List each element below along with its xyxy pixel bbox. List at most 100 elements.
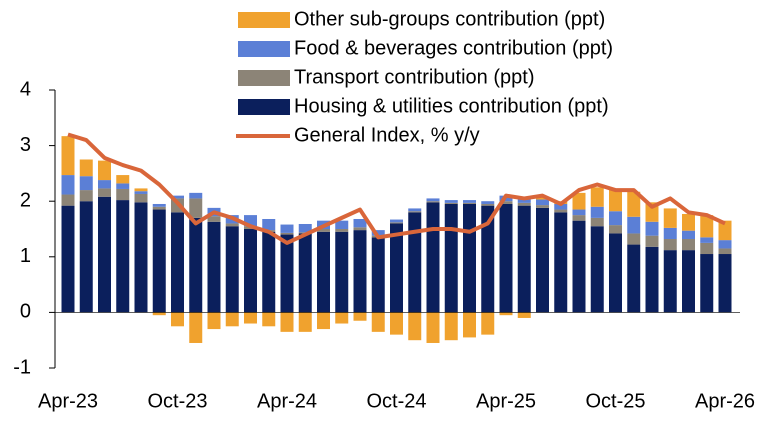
bar-segment (390, 312, 403, 335)
y-tick-label: 4 (20, 78, 31, 100)
bar-segment (718, 254, 732, 313)
bar-segment (134, 202, 148, 313)
bar-segment (517, 205, 531, 313)
bar-segment (244, 229, 257, 313)
bar-segment (280, 232, 294, 235)
bar-segment (645, 221, 659, 236)
bar-segment (390, 219, 403, 223)
bar-segment (390, 222, 403, 224)
y-tick-label: -1 (13, 356, 31, 378)
bar-segment (499, 201, 513, 204)
bar-segment (426, 312, 440, 343)
legend-swatch (238, 41, 290, 57)
bar-segment (700, 215, 714, 238)
bar-segment (700, 254, 714, 313)
line (67, 132, 726, 245)
x-tick-label: Oct-24 (366, 390, 426, 412)
bar-segment (152, 312, 166, 316)
bar-segment (517, 312, 531, 318)
legend-label: Food & beverages contribution (ppt) (294, 37, 613, 59)
bar-segment (171, 312, 184, 327)
bar-segment (536, 199, 549, 206)
y-tick-label: 3 (20, 134, 31, 156)
bar-segment (152, 206, 166, 210)
bar-segment (499, 312, 513, 316)
bar-segment (134, 188, 148, 192)
bar-segment (590, 206, 604, 218)
bar-segment (444, 200, 458, 203)
bar-segment (590, 226, 604, 313)
bar-segment (262, 218, 276, 231)
bar-segment (134, 191, 148, 194)
bar-segment (609, 188, 622, 212)
bar-segment (171, 212, 184, 313)
bar-segment (335, 229, 349, 232)
bar-segment (627, 191, 641, 217)
bar-segment (207, 312, 221, 330)
bar-segment (463, 200, 476, 203)
bar-segment (682, 239, 695, 251)
bar-segment (572, 209, 586, 216)
bar-segment (444, 203, 458, 313)
bar-segment (79, 176, 93, 191)
bar-segment (280, 312, 294, 332)
legend-swatch (238, 70, 290, 86)
bar-segment (98, 188, 111, 197)
bar-segment (426, 202, 440, 313)
legend-swatch (238, 12, 290, 28)
bar-segment (189, 312, 203, 343)
bar-segment (244, 215, 257, 227)
bar-segment (481, 201, 495, 204)
bar-segment (225, 223, 239, 227)
bar-segment (134, 193, 148, 203)
x-tick-label: Apr-23 (38, 390, 98, 412)
bar-segment (98, 180, 111, 189)
bar-segment (609, 225, 622, 234)
bar-segment (335, 312, 349, 324)
bar-segment (718, 220, 732, 241)
bar-segment (481, 205, 495, 313)
bar-segment (700, 237, 714, 243)
bar-segment (536, 196, 549, 200)
bar-segment (298, 233, 312, 313)
bar-segment (61, 175, 75, 195)
bar-segment (463, 312, 476, 338)
bar-segment (682, 230, 695, 240)
bar-segment (663, 208, 677, 228)
x-tick-label: Apr-26 (695, 390, 755, 412)
bar-segment (536, 205, 549, 208)
bar-segment (609, 211, 622, 226)
legend-label: Housing & utilities contribution (ppt) (294, 95, 609, 117)
bar-segment (116, 188, 130, 201)
bar-segment (371, 312, 385, 332)
bar-segment (444, 202, 458, 204)
bar-segment (225, 226, 239, 313)
bar-segment (116, 183, 130, 189)
bar-segment (317, 229, 330, 232)
y-tick-label: 2 (20, 189, 31, 211)
bar-segment (663, 250, 677, 313)
bar-segment (353, 312, 367, 321)
bar-segment (645, 246, 659, 313)
bar-segment (61, 205, 75, 313)
bar-segment (225, 312, 239, 327)
y-tick-label: 0 (20, 301, 31, 323)
bar-segment (682, 213, 695, 231)
bar-segment (335, 231, 349, 313)
legend-label: Transport contribution (ppt) (294, 66, 534, 88)
x-tick-label: Apr-24 (257, 390, 317, 412)
bar-segment (116, 200, 130, 313)
legend-label: General Index, % y/y (294, 124, 480, 146)
bar-segment (426, 201, 440, 203)
bar-segment (408, 312, 422, 341)
bar-segment (682, 250, 695, 313)
bar-segment (554, 203, 568, 210)
bar-segment (298, 312, 312, 332)
bar-segment (262, 231, 276, 313)
bar-segment (61, 194, 75, 206)
x-tick-label: Oct-25 (585, 390, 645, 412)
bar-segment (408, 212, 422, 313)
bar-segment (98, 160, 111, 181)
bar-segment (463, 203, 476, 313)
